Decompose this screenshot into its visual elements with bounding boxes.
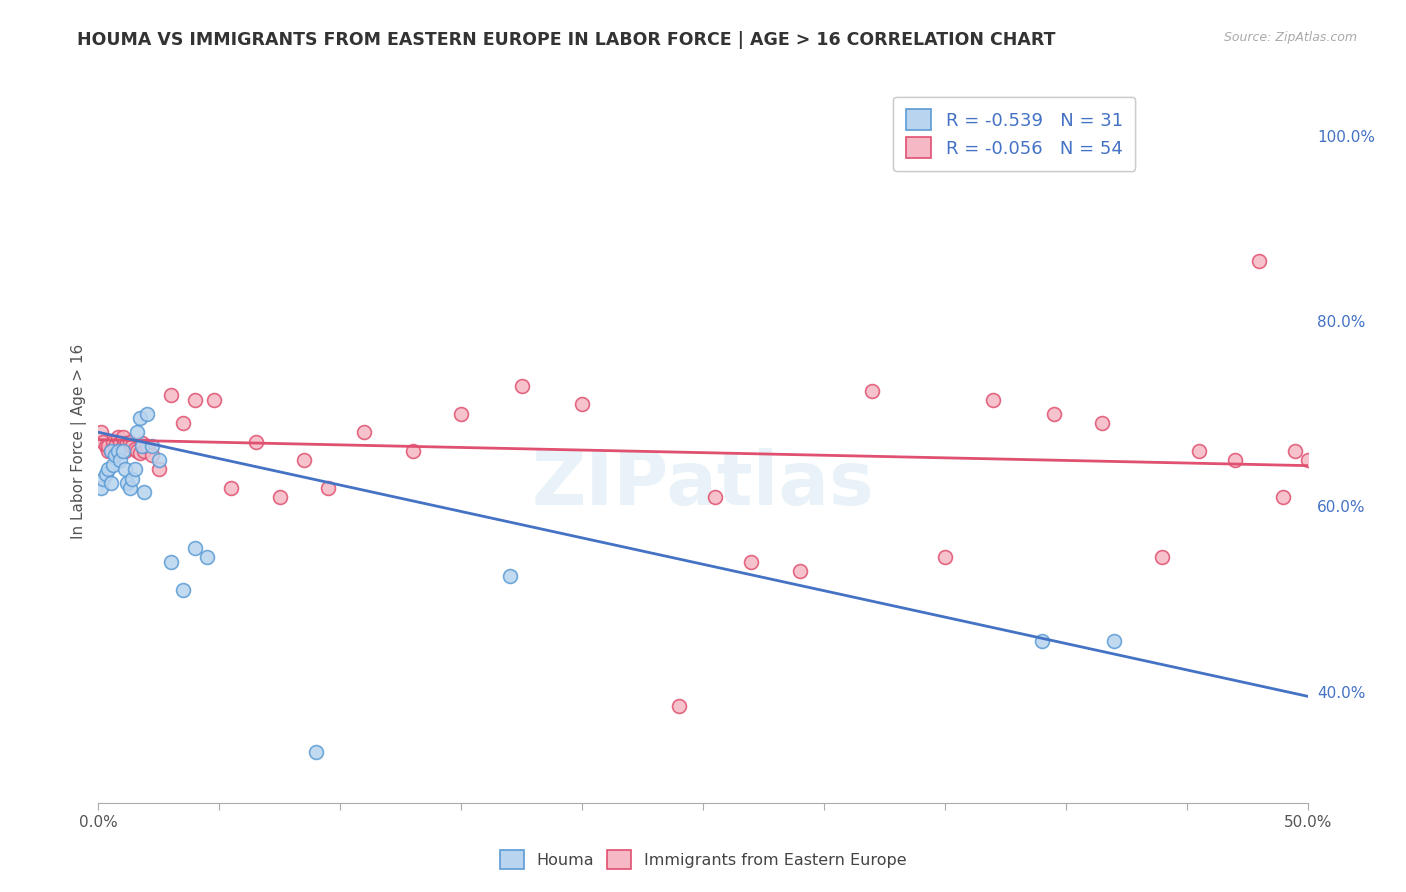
Point <box>97 462 120 476</box>
Point <box>100 476 122 491</box>
Point <box>91 434 114 449</box>
Point <box>148 453 170 467</box>
Point <box>292 453 315 467</box>
Point <box>789 564 811 578</box>
Point <box>107 443 129 458</box>
Point <box>204 392 226 407</box>
Point <box>981 392 1004 407</box>
Point <box>114 443 136 458</box>
Text: ZIPatlas: ZIPatlas <box>531 449 875 522</box>
Legend: Houma, Immigrants from Eastern Europe: Houma, Immigrants from Eastern Europe <box>494 844 912 875</box>
Point <box>510 379 533 393</box>
Point <box>1152 550 1174 565</box>
Point <box>128 445 150 459</box>
Point <box>111 443 134 458</box>
Point <box>108 453 131 467</box>
Point <box>141 439 163 453</box>
Point <box>740 555 762 569</box>
Point <box>1188 443 1211 458</box>
Point <box>668 698 690 713</box>
Point <box>127 443 149 458</box>
Point <box>118 434 141 449</box>
Point <box>134 443 156 458</box>
Point <box>131 436 153 450</box>
Point <box>316 481 339 495</box>
Point <box>135 407 157 421</box>
Point <box>107 430 129 444</box>
Point <box>148 462 170 476</box>
Point <box>245 434 267 449</box>
Point <box>498 569 520 583</box>
Point <box>128 411 150 425</box>
Point <box>1249 254 1271 268</box>
Point <box>1272 490 1295 504</box>
Point <box>118 481 141 495</box>
Point <box>121 472 143 486</box>
Point <box>134 485 156 500</box>
Point <box>91 472 114 486</box>
Point <box>1223 453 1246 467</box>
Y-axis label: In Labor Force | Age > 16: In Labor Force | Age > 16 <box>72 344 87 539</box>
Point <box>124 442 146 456</box>
Point <box>1042 407 1064 421</box>
Point <box>172 416 194 430</box>
Point <box>353 425 375 440</box>
Point <box>100 443 122 458</box>
Point <box>131 439 153 453</box>
Point <box>269 490 291 504</box>
Point <box>97 439 120 453</box>
Point <box>172 582 194 597</box>
Point <box>184 392 207 407</box>
Text: HOUMA VS IMMIGRANTS FROM EASTERN EUROPE IN LABOR FORCE | AGE > 16 CORRELATION CH: HOUMA VS IMMIGRANTS FROM EASTERN EUROPE … <box>77 31 1056 49</box>
Point <box>402 443 425 458</box>
Point <box>111 439 134 453</box>
Point <box>108 434 131 449</box>
Point <box>94 439 117 453</box>
Point <box>100 443 122 458</box>
Point <box>90 481 112 495</box>
Point <box>450 407 472 421</box>
Point <box>1284 443 1306 458</box>
Point <box>160 388 183 402</box>
Point <box>90 425 112 440</box>
Point <box>124 462 146 476</box>
Point <box>114 462 136 476</box>
Point <box>104 439 127 453</box>
Point <box>117 476 139 491</box>
Point <box>1031 633 1053 648</box>
Point <box>97 443 120 458</box>
Point <box>111 430 134 444</box>
Legend: R = -0.539   N = 31, R = -0.056   N = 54: R = -0.539 N = 31, R = -0.056 N = 54 <box>893 96 1135 170</box>
Point <box>135 439 157 453</box>
Point <box>101 434 124 449</box>
Point <box>1091 416 1114 430</box>
Point <box>934 550 956 565</box>
Point <box>1296 453 1319 467</box>
Point <box>121 439 143 453</box>
Point <box>104 449 127 463</box>
Point <box>160 555 183 569</box>
Point <box>221 481 243 495</box>
Point <box>195 550 218 565</box>
Point <box>94 467 117 481</box>
Point <box>305 745 328 759</box>
Point <box>571 397 593 411</box>
Point <box>860 384 883 398</box>
Point <box>127 425 149 440</box>
Point <box>704 490 727 504</box>
Point <box>117 436 139 450</box>
Point <box>1102 633 1125 648</box>
Point <box>141 448 163 462</box>
Text: Source: ZipAtlas.com: Source: ZipAtlas.com <box>1223 31 1357 45</box>
Point <box>184 541 207 555</box>
Point <box>101 458 124 472</box>
